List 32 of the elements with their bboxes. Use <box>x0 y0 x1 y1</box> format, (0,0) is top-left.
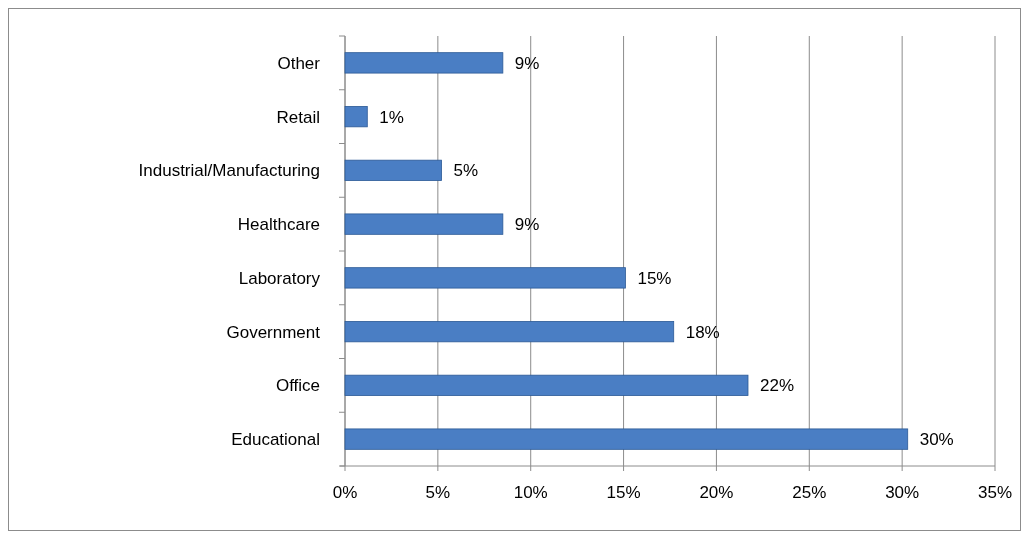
x-tick-label: 35% <box>977 483 1013 502</box>
x-tick-label: 15% <box>606 483 641 502</box>
data-label: 9% <box>514 53 540 73</box>
bar <box>344 159 442 181</box>
x-tick-label: 10% <box>513 483 548 502</box>
y-tick-label: Office <box>275 376 320 396</box>
data-label: 18% <box>685 322 720 342</box>
y-tick-label: Laboratory <box>238 268 321 288</box>
y-tick-label: Other <box>277 53 321 73</box>
data-label: 9% <box>514 215 540 235</box>
data-label: 30% <box>919 430 954 450</box>
bar <box>344 213 504 235</box>
y-tick-label: Government <box>226 322 321 342</box>
y-tick-label: Retail <box>276 107 320 127</box>
bar <box>344 321 675 343</box>
bar <box>344 106 368 128</box>
y-tick-label: Healthcare <box>237 215 320 235</box>
data-label: 5% <box>453 161 479 181</box>
y-tick-label: Industrial/Manufacturing <box>138 161 320 181</box>
x-tick-label: 25% <box>792 483 827 502</box>
x-tick-label: 5% <box>425 483 451 502</box>
data-label: 1% <box>379 107 404 127</box>
y-tick-label: Educational <box>231 430 320 450</box>
x-tick-label: 0% <box>332 483 358 502</box>
x-tick-label: 20% <box>699 483 734 502</box>
data-label: 15% <box>637 268 672 288</box>
bar <box>344 374 749 396</box>
data-label: 22% <box>760 376 795 396</box>
x-tick-label: 30% <box>885 483 920 502</box>
bar <box>344 52 504 74</box>
bar <box>344 267 626 289</box>
bar <box>344 428 909 450</box>
